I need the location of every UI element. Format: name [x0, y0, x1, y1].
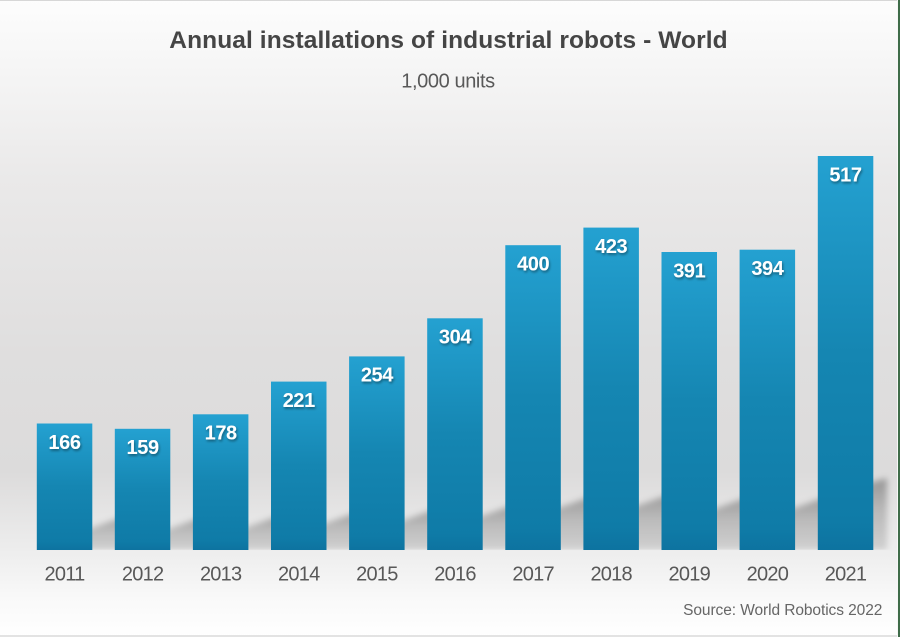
svg-text:2020: 2020: [747, 563, 789, 585]
svg-text:178: 178: [205, 423, 237, 445]
svg-text:2011: 2011: [44, 563, 85, 585]
svg-text:2015: 2015: [356, 563, 398, 585]
svg-text:Annual installations of indust: Annual installations of industrial robot…: [169, 27, 727, 54]
svg-text:2012: 2012: [122, 563, 164, 585]
svg-text:2018: 2018: [590, 563, 632, 585]
svg-text:166: 166: [48, 432, 80, 454]
svg-text:2013: 2013: [200, 563, 242, 585]
svg-text:Source: World Robotics 2022: Source: World Robotics 2022: [683, 602, 882, 619]
svg-text:2021: 2021: [825, 563, 867, 585]
svg-text:254: 254: [361, 365, 394, 387]
svg-text:400: 400: [517, 254, 549, 276]
svg-text:2014: 2014: [278, 563, 320, 585]
svg-text:221: 221: [283, 390, 315, 412]
svg-text:159: 159: [127, 437, 159, 459]
svg-text:1,000 units: 1,000 units: [401, 71, 495, 93]
svg-text:2016: 2016: [434, 563, 476, 585]
svg-text:391: 391: [673, 260, 705, 282]
svg-text:304: 304: [439, 327, 472, 349]
svg-text:2017: 2017: [512, 563, 554, 585]
svg-text:517: 517: [829, 164, 861, 186]
svg-text:423: 423: [595, 236, 627, 258]
svg-text:394: 394: [751, 258, 784, 280]
svg-text:2019: 2019: [669, 563, 711, 585]
